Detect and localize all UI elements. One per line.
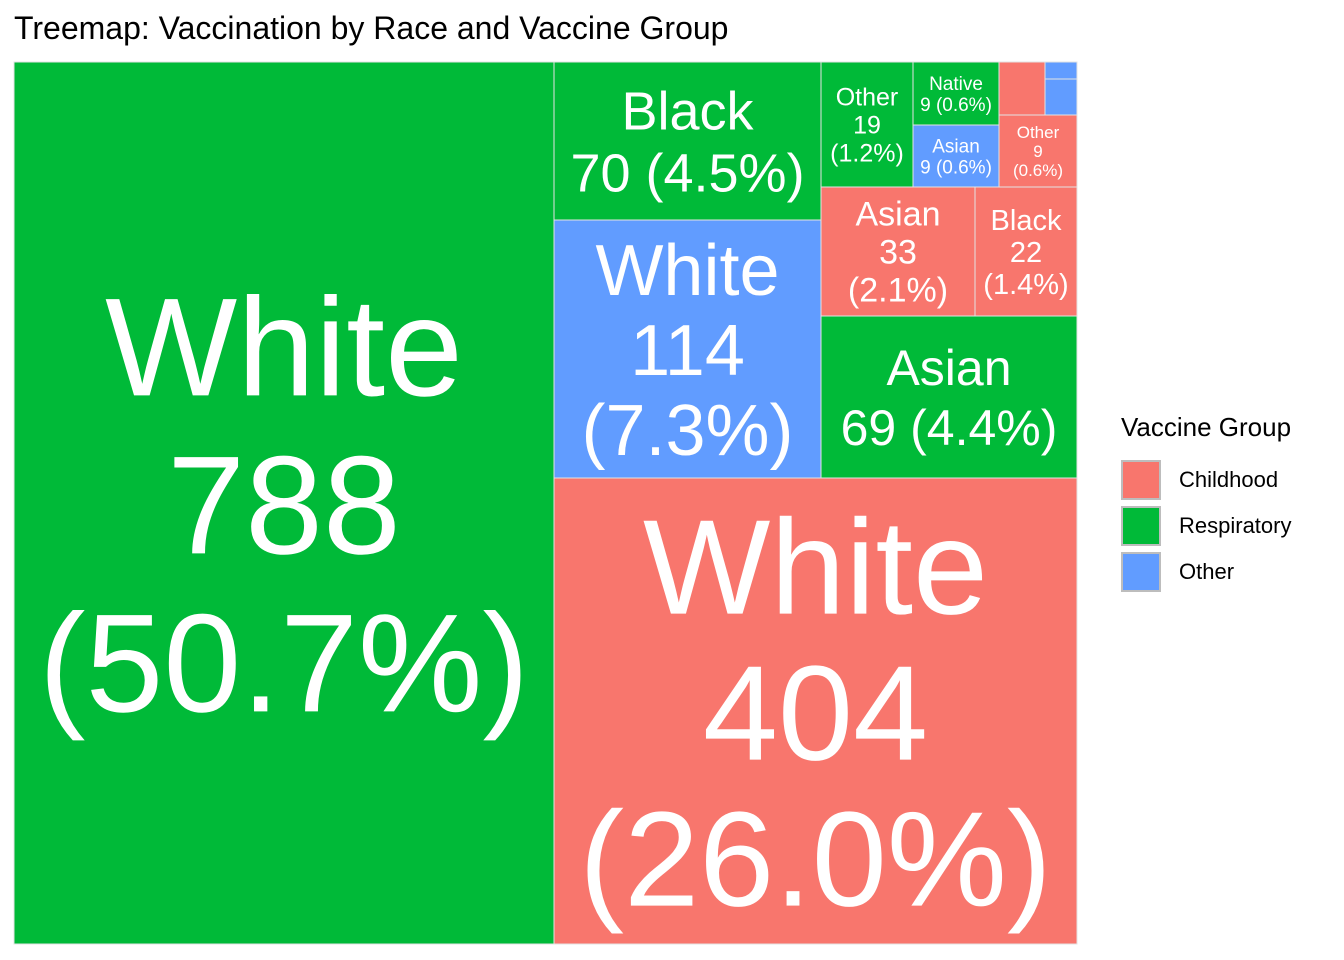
tile-rect-other-childhood-10 — [998, 114, 1078, 188]
tile-label-white-childhood-1-1: 404 — [703, 638, 928, 789]
tile-label-asian-childhood-5-1: 33 — [879, 234, 917, 272]
tile-label-asian-childhood-5-2: (2.1%) — [848, 272, 948, 310]
legend-label-respiratory: Respiratory — [1179, 513, 1292, 538]
tile-label-asian-childhood-5-0: Asian — [855, 196, 940, 234]
treemap: White788(50.7%)White404(26.0%)White114(7… — [13, 61, 1078, 945]
tile-label-black-childhood-6-0: Black — [991, 205, 1062, 237]
tile-label-native-respiratory-8-1: 9 (0.6%) — [920, 95, 992, 116]
tile-label-asian-respiratory-4-1: 69 (4.4%) — [841, 400, 1058, 456]
tile-rect-white-other-2 — [553, 219, 822, 479]
tile-label-asian-other-9-0: Asian — [932, 136, 980, 157]
legend-swatch-respiratory — [1121, 506, 1161, 546]
tile-label-asian-other-9-1: 9 (0.6%) — [920, 157, 992, 178]
tile-label-other-respiratory-7-2: (1.2%) — [830, 140, 904, 168]
tile-label-other-childhood-10-2: (0.6%) — [1013, 161, 1063, 180]
tile-label-white-respiratory-0-1: 788 — [167, 426, 401, 583]
tile-label-other-respiratory-7-1: 19 — [853, 112, 881, 140]
tile-label-other-respiratory-7-0: Other — [836, 84, 899, 112]
legend-label-other: Other — [1179, 559, 1235, 584]
tile-label-white-other-2-2: (7.3%) — [581, 391, 793, 471]
legend-label-childhood: Childhood — [1179, 467, 1279, 492]
tile-label-white-respiratory-0-2: (50.7%) — [39, 584, 529, 741]
tile-label-black-childhood-6-1: 22 — [1010, 237, 1042, 269]
tile-label-black-respiratory-3-0: Black — [621, 81, 754, 141]
tile-label-native-respiratory-8-0: Native — [929, 74, 983, 95]
tile-rect-white-respiratory-0 — [13, 61, 555, 945]
tile-label-black-respiratory-3-1: 70 (4.5%) — [570, 143, 804, 203]
tile-rect-black-childhood-6 — [974, 186, 1078, 317]
tile-label-asian-respiratory-4-0: Asian — [886, 340, 1011, 396]
tile-label-white-childhood-1-2: (26.0%) — [579, 784, 1052, 935]
legend-item-other: Other — [1121, 549, 1291, 595]
tile-label-white-other-2-1: 114 — [630, 311, 745, 391]
legend-item-childhood: Childhood — [1121, 457, 1291, 503]
legend-title: Vaccine Group — [1121, 412, 1292, 442]
tile-rect-unlabeled-childhood-11 — [998, 61, 1046, 116]
legend-swatch-childhood — [1121, 460, 1161, 500]
tile-rect-unlabeled-other-13 — [1044, 78, 1078, 116]
tile-unlabeled-childhood-11 — [998, 61, 1046, 116]
legend: Vaccine Group Childhood Respiratory Othe… — [1121, 412, 1291, 595]
chart-title: Treemap: Vaccination by Race and Vaccine… — [14, 10, 729, 46]
tile-label-white-respiratory-0-0: White — [105, 268, 463, 425]
tile-rect-other-respiratory-7 — [820, 61, 914, 188]
tile-label-white-childhood-1-0: White — [643, 492, 988, 643]
legend-item-respiratory: Respiratory — [1121, 503, 1291, 549]
tile-rect-unlabeled-other-12 — [1044, 61, 1078, 80]
tile-rect-native-respiratory-8 — [912, 61, 1000, 126]
tile-rect-asian-childhood-5 — [820, 186, 976, 317]
tile-label-other-childhood-10-1: 9 — [1033, 142, 1042, 161]
tile-label-black-childhood-6-2: (1.4%) — [983, 269, 1068, 301]
tile-label-other-childhood-10-0: Other — [1017, 123, 1060, 142]
tile-label-white-other-2-0: White — [595, 231, 779, 311]
legend-swatch-other — [1121, 552, 1161, 592]
tile-unlabeled-other-12 — [1044, 61, 1078, 80]
tile-unlabeled-other-13 — [1044, 78, 1078, 116]
tile-rect-asian-respiratory-4 — [820, 315, 1078, 479]
tile-rect-black-respiratory-3 — [553, 61, 822, 221]
tile-rect-asian-other-9 — [912, 124, 1000, 188]
